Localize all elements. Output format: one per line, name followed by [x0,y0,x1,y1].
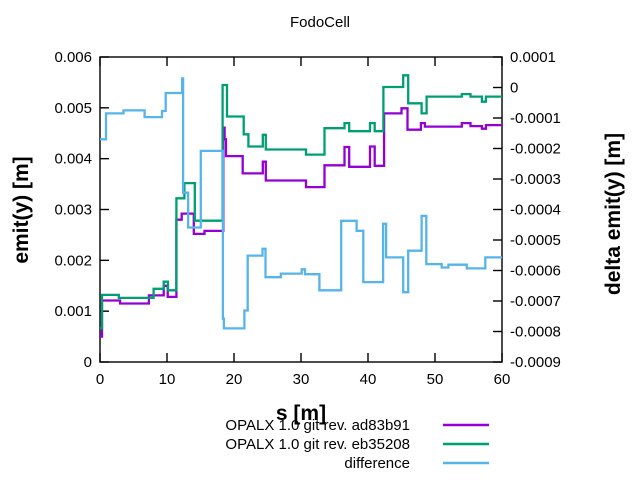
x-tick-label: 50 [427,371,444,388]
series-line-1 [100,107,502,338]
legend-item: difference [344,455,489,472]
x-tick-label: 0 [96,371,104,388]
x-axis-label: s [m] [276,402,326,425]
y-right-tick-label: -0.0003 [510,171,561,188]
x-tick-label: 20 [226,371,243,388]
series-line-2 [100,74,502,330]
y-right-tick-label: -0.0005 [510,232,561,249]
y-right-tick-label: -0.0006 [510,263,561,280]
legend-label-series-3: difference [344,455,410,472]
y-left-tick-label: 0.003 [54,202,92,219]
legend-label-series-2: OPALX 1.0 git rev. eb35208 [225,436,410,453]
y-right-tick-label: -0.0002 [510,141,561,158]
chart-title: FodoCell [290,14,350,31]
axes: 0 10 20 30 40 50 60 0 0.001 0.002 0.003 0.004 0.005 0… [54,49,560,388]
y-left-tick-label: 0 [84,354,92,371]
y-left-tick-label: 0.001 [54,303,92,320]
series-line-3 [100,77,502,330]
legend-item: OPALX 1.0 git rev. eb35208 [225,436,489,453]
x-tick-label: 30 [293,371,310,388]
y-right-tick-label: 0.0001 [510,49,556,66]
y-right-tick-label: -0.0009 [510,354,561,371]
y-axis-label-right: delta emit(y) [m] [602,133,625,295]
y-left-tick-label: 0.004 [54,151,92,168]
y-right-tick-label: -0.0008 [510,324,561,341]
y-right-tick-label: -0.0007 [510,293,561,310]
y-left-tick-label: 0.006 [54,49,92,66]
x-tick-label: 10 [159,371,176,388]
y-left-tick-label: 0.005 [54,100,92,117]
x-tick-label: 60 [494,371,511,388]
x-tick-label: 40 [360,371,377,388]
legend: OPALX 1.0 git rev. ad83b91 OPALX 1.0 git… [225,417,489,472]
y-right-tick-label: -0.0001 [510,110,561,127]
series-lines [100,74,502,338]
y-right-tick-label: 0 [510,80,518,97]
plot-border [99,56,503,363]
y-left-tick-label: 0.002 [54,252,92,269]
y-right-tick-label: -0.0004 [510,202,561,219]
y-axis-label-left: emit(y) [m] [10,156,33,263]
legend-item: OPALX 1.0 git rev. ad83b91 [225,417,489,434]
legend-label-series-1: OPALX 1.0 git rev. ad83b91 [225,417,410,434]
